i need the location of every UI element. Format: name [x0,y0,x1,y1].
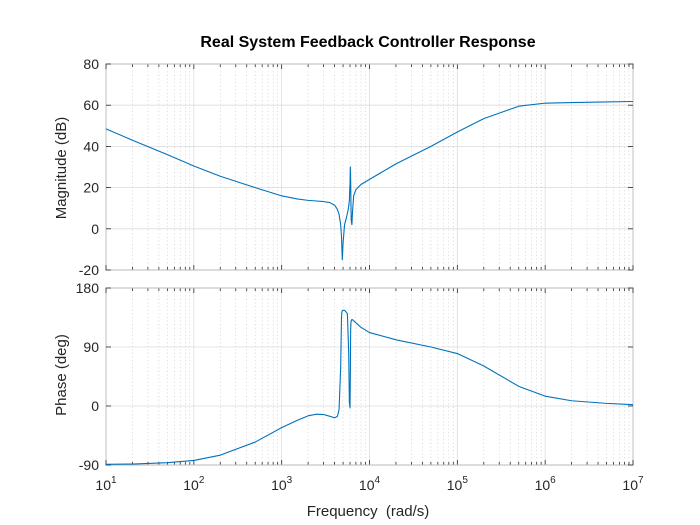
y-tick-label: 60 [83,97,99,113]
x-tick-base: 10 [183,477,199,493]
y-tick-label: 0 [91,221,99,237]
x-tick-base: 10 [95,477,111,493]
x-tick-base: 10 [359,477,375,493]
x-tick-exponent: 7 [638,475,644,486]
y-tick-label: -90 [79,457,99,473]
x-tick-exponent: 2 [199,475,205,486]
y-tick-label: 20 [83,180,99,196]
magnitude-series-line [105,100,634,261]
x-tick-label: 107 [622,475,644,493]
x-tick-exponent: 5 [462,475,468,486]
x-tick-label: 103 [271,475,293,493]
y-tick-label: 80 [83,56,99,72]
chart-title: Real System Feedback Controller Response [200,34,535,51]
x-tick-label: 106 [535,475,557,493]
x-tick-label: 102 [183,475,205,493]
y-tick-label: 90 [83,339,99,355]
magnitude-axes: -20 0 20 40 60 80 [79,56,634,278]
y-tick-label: 180 [76,280,100,296]
y-tick-label: -20 [79,262,99,278]
x-tick-exponent: 1 [111,475,117,486]
x-tick-label: 105 [447,475,469,493]
magnitude-y-axis-label: Magnitude (dB) [53,117,70,220]
x-tick-label: 101 [95,475,117,493]
x-tick-exponent: 3 [287,475,293,486]
x-tick-exponent: 6 [550,475,556,486]
y-tick-label: 0 [91,398,99,414]
x-tick-base: 10 [271,477,287,493]
phase-series-line [105,309,634,465]
x-tick-base: 10 [622,477,638,493]
x-tick-exponent: 4 [375,475,381,486]
x-axis-label: Frequency (rad/s) [307,503,430,520]
x-tick-base: 10 [447,477,463,493]
y-tick-label: 40 [83,138,99,154]
x-tick-label: 104 [359,475,381,493]
x-tick-base: 10 [535,477,551,493]
phase-y-axis-label: Phase (deg) [53,334,70,416]
